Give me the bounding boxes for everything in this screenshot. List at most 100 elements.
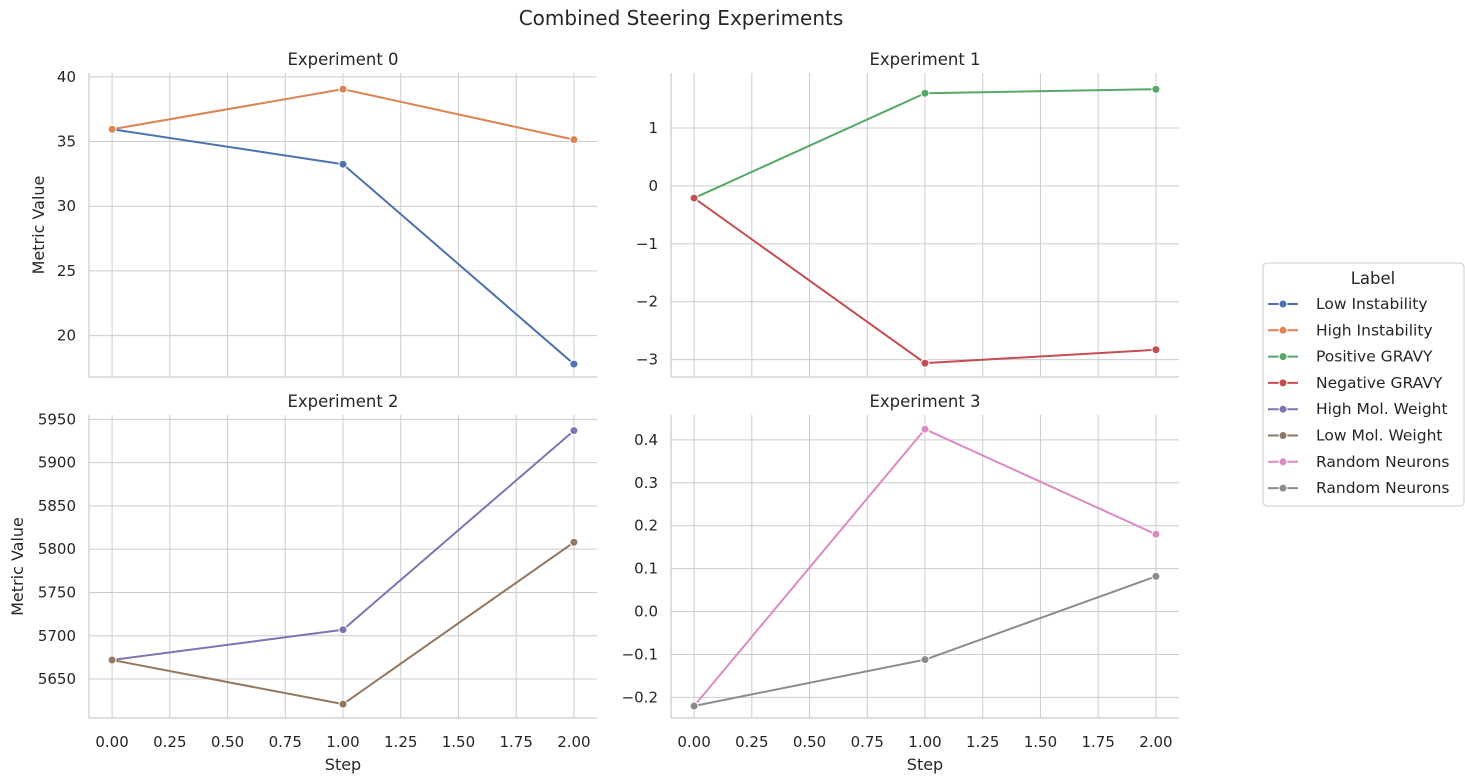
x-tick-label: 1.75 xyxy=(1081,733,1114,751)
x-axis-label: Step xyxy=(907,755,943,774)
data-point xyxy=(920,358,930,368)
data-point xyxy=(338,84,348,94)
y-tick-label: 5950 xyxy=(38,410,76,428)
x-axis-label: Step xyxy=(325,755,361,774)
x-tick-label: 0.00 xyxy=(677,733,710,751)
legend-label: High Mol. Weight xyxy=(1316,400,1448,418)
legend-item: Low Instability xyxy=(1268,295,1428,313)
data-point xyxy=(569,135,579,145)
x-tick-label: 0.25 xyxy=(153,733,186,751)
panels: 20 25 30 35 40 Experiment 0 Metric Value −3 −2 −1… xyxy=(8,50,1179,774)
x-tick-label: 0.50 xyxy=(211,733,244,751)
legend-title: Label xyxy=(1351,269,1396,288)
figure-title: Combined Steering Experiments xyxy=(519,6,844,30)
y-tick-label: 5650 xyxy=(38,670,76,688)
data-point xyxy=(569,359,579,369)
x-tick-label: 0.75 xyxy=(269,733,302,751)
y-tick-label: 0.4 xyxy=(634,431,658,449)
subplot-0: 20 25 30 35 40 Experiment 0 Metric Value xyxy=(29,50,597,378)
legend-marker xyxy=(1278,457,1288,467)
y-tick-label: 5800 xyxy=(38,540,76,558)
subplot-3: −0.2 −0.1 0.0 0.1 0.2 0.3 0.4 0.00 0.25 0.50 0.75 1… xyxy=(622,392,1179,774)
data-point xyxy=(689,193,699,203)
legend-label: Random Neurons xyxy=(1316,453,1449,471)
legend-label: Low Instability xyxy=(1316,295,1428,313)
data-point xyxy=(569,426,579,436)
x-tick-label: 0.25 xyxy=(735,733,768,751)
x-tick-label: 1.75 xyxy=(499,733,532,751)
y-tick-label: 0.2 xyxy=(634,517,658,535)
y-tick-label: 0.3 xyxy=(634,474,658,492)
data-point xyxy=(107,655,117,665)
y-tick-label: −2 xyxy=(636,293,658,311)
y-tick-label: 0 xyxy=(648,177,658,195)
x-tick-label: 1.50 xyxy=(1024,733,1057,751)
legend-marker xyxy=(1278,404,1288,414)
legend-entries: Low Instability High Instability Positive … xyxy=(1268,295,1449,497)
y-tick-label: 0.0 xyxy=(634,603,658,621)
legend-label: High Instability xyxy=(1316,321,1433,339)
data-point xyxy=(338,699,348,709)
data-point xyxy=(1151,571,1161,581)
legend-item: Random Neurons xyxy=(1268,479,1449,497)
y-tick-label: 30 xyxy=(57,197,76,215)
subplot-title: Experiment 0 xyxy=(287,50,398,69)
data-point xyxy=(920,655,930,665)
legend-marker xyxy=(1278,352,1288,362)
legend-marker xyxy=(1278,299,1288,309)
subplot-title: Experiment 2 xyxy=(287,392,398,411)
y-tick-label: 5900 xyxy=(38,454,76,472)
subplot-1: −3 −2 −1 0 1 Experiment 1 xyxy=(636,50,1179,378)
x-tick-label: 2.00 xyxy=(1139,733,1172,751)
y-tick-label: 5850 xyxy=(38,497,76,515)
y-tick-label: −1 xyxy=(636,235,658,253)
y-axis-label: Metric Value xyxy=(8,517,27,616)
subplot-title: Experiment 3 xyxy=(869,392,980,411)
y-tick-label: 35 xyxy=(57,133,76,151)
y-tick-label: 0.1 xyxy=(634,560,658,578)
x-tick-label: 1.25 xyxy=(384,733,417,751)
legend-label: Negative GRAVY xyxy=(1316,374,1443,392)
subplot-2: 5650 5700 5750 5800 5850 5900 5950 0.00 0.25 0.50… xyxy=(8,392,597,774)
data-point xyxy=(1151,84,1161,94)
subplot-title: Experiment 1 xyxy=(869,50,980,69)
legend-item: Positive GRAVY xyxy=(1268,348,1433,366)
x-tick-label: 1.00 xyxy=(326,733,359,751)
legend-marker xyxy=(1278,483,1288,493)
x-tick-label: 0.75 xyxy=(851,733,884,751)
y-tick-label: 25 xyxy=(57,262,76,280)
legend: Label Low Instability High Instability Pos… xyxy=(1262,262,1465,507)
y-tick-label: −0.2 xyxy=(622,688,658,706)
y-tick-label: 5750 xyxy=(38,583,76,601)
data-point xyxy=(107,124,117,134)
x-tick-label: 1.50 xyxy=(442,733,475,751)
legend-item: High Instability xyxy=(1268,321,1433,339)
data-point xyxy=(1151,529,1161,539)
legend-label: Low Mol. Weight xyxy=(1316,427,1442,445)
legend-item: High Mol. Weight xyxy=(1268,400,1448,418)
x-tick-label: 0.00 xyxy=(95,733,128,751)
legend-marker xyxy=(1278,431,1288,440)
legend-frame xyxy=(1262,262,1465,507)
legend-marker xyxy=(1278,325,1288,335)
data-point xyxy=(338,625,348,635)
y-tick-label: 20 xyxy=(57,327,76,345)
legend-item: Low Mol. Weight xyxy=(1268,427,1442,445)
data-point xyxy=(1151,345,1161,355)
legend-label: Random Neurons xyxy=(1316,479,1449,497)
data-point xyxy=(569,537,579,547)
data-point xyxy=(920,424,930,434)
data-point xyxy=(338,159,348,169)
legend-marker xyxy=(1278,378,1288,388)
legend-label: Positive GRAVY xyxy=(1316,348,1433,366)
x-tick-label: 1.25 xyxy=(966,733,999,751)
x-tick-label: 2.00 xyxy=(557,733,590,751)
y-tick-label: 1 xyxy=(648,119,658,137)
x-tick-label: 0.50 xyxy=(793,733,826,751)
y-tick-label: 5700 xyxy=(38,627,76,645)
data-point xyxy=(920,88,930,98)
legend-item: Negative GRAVY xyxy=(1268,374,1443,392)
data-point xyxy=(689,701,699,711)
x-tick-label: 1.00 xyxy=(908,733,941,751)
